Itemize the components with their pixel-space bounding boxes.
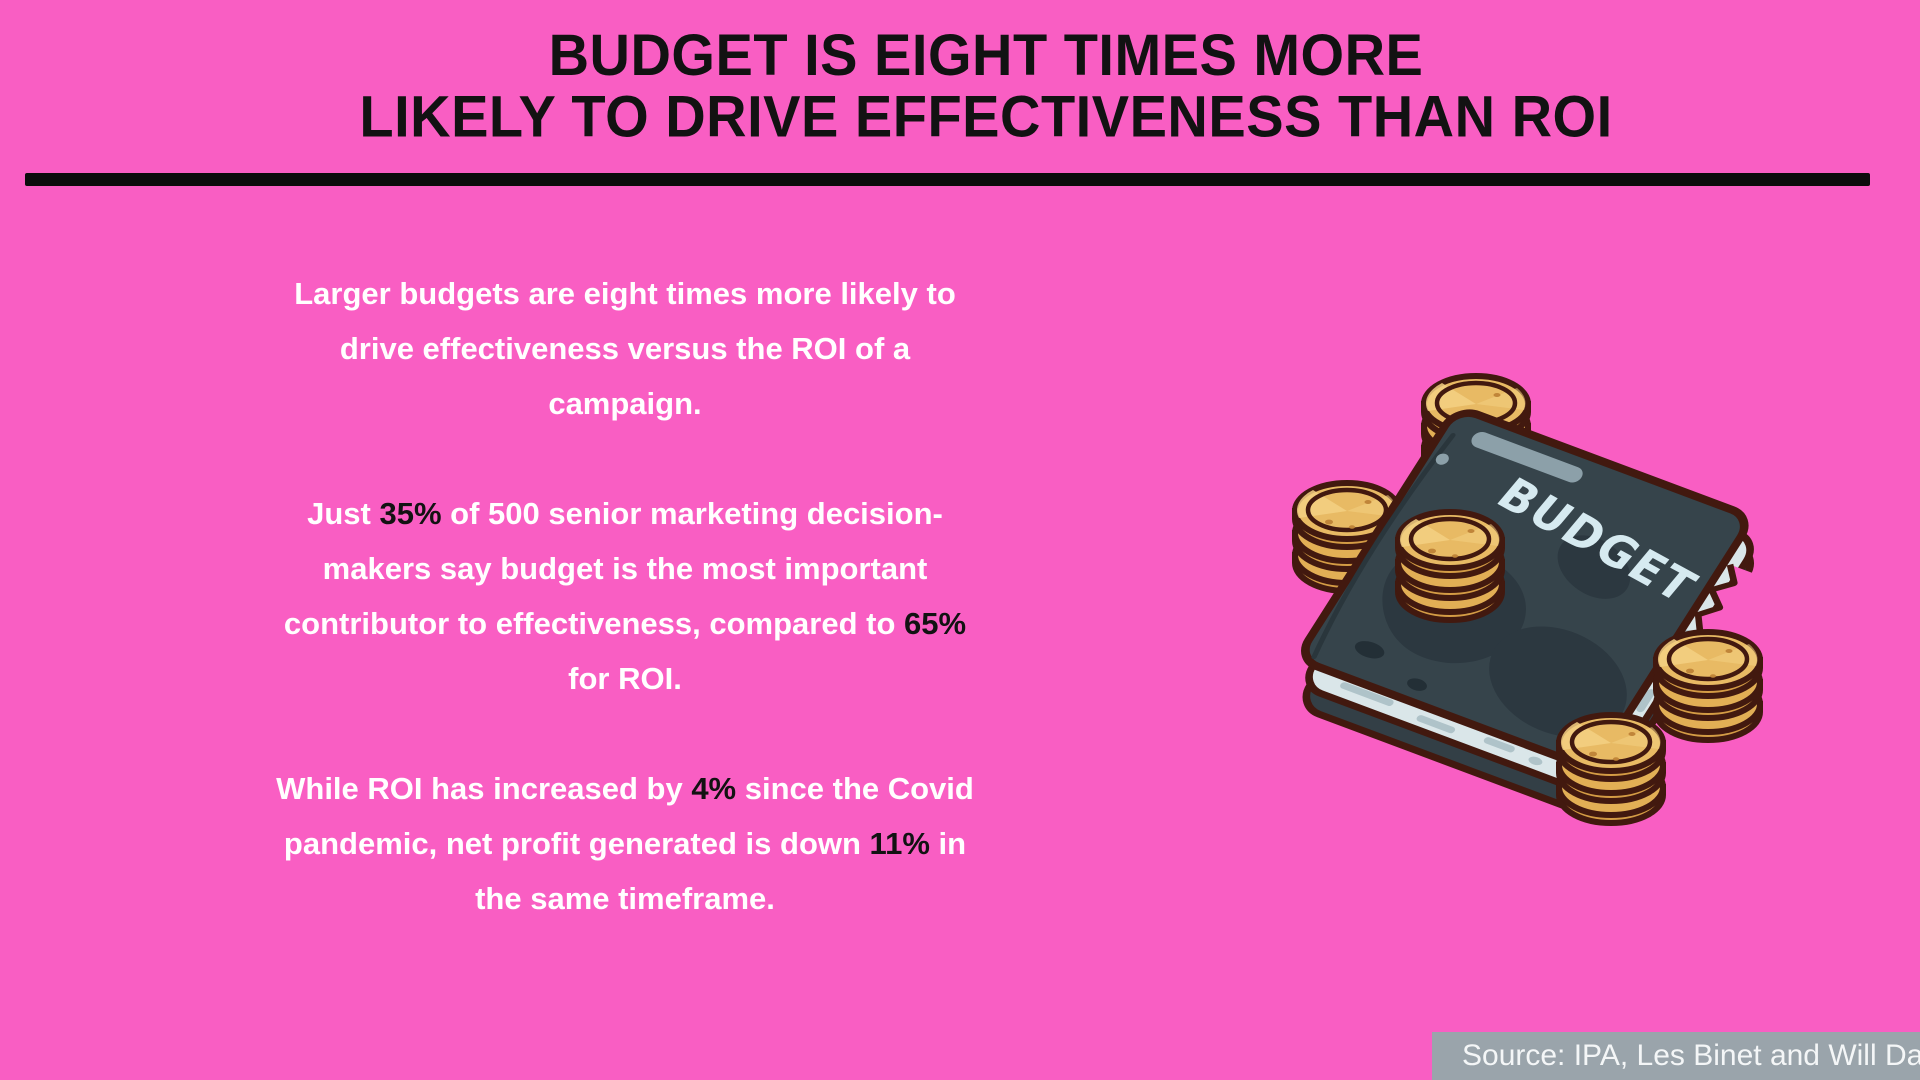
budget-book: BUDGET bbox=[1301, 409, 1761, 813]
body-segment: contributor to effectiveness, compared t… bbox=[283, 606, 905, 641]
paragraph: Just 35% of 500 senior marketing decisio… bbox=[190, 486, 1060, 706]
page-title-line2: LIKELY TO DRIVE EFFECTIVENESS THAN ROI bbox=[359, 83, 1613, 149]
title-divider-rule bbox=[25, 173, 1870, 186]
body-segment: pandemic, net profit generated is down bbox=[283, 826, 870, 861]
body-segment: of 500 senior marketing decision- bbox=[441, 496, 943, 531]
body-segment: Just bbox=[307, 496, 380, 531]
body-text: Larger budgets are eight times more like… bbox=[190, 266, 1060, 981]
source-attribution-bar: Source: IPA, Les Binet and Will Davis bbox=[1432, 1032, 1920, 1080]
coin-stack-center bbox=[1398, 512, 1502, 620]
coin-stack-right bbox=[1656, 632, 1760, 740]
paragraph: Larger budgets are eight times more like… bbox=[190, 266, 1060, 431]
body-segment: While ROI has increased by bbox=[276, 771, 692, 806]
body-segment: in bbox=[929, 826, 967, 861]
body-segment: the same timeframe. bbox=[475, 881, 775, 916]
page-title: BUDGET IS EIGHT TIMES MORE LIKELY TO DRI… bbox=[0, 24, 1920, 147]
stat-highlight: 11% bbox=[869, 826, 930, 861]
body-segment: drive effectiveness versus the ROI of a bbox=[339, 331, 911, 366]
paragraph: While ROI has increased by 4% since the … bbox=[190, 761, 1060, 926]
stat-highlight: 4% bbox=[691, 771, 737, 806]
page-title-line1: BUDGET IS EIGHT TIMES MORE bbox=[548, 21, 1424, 88]
body-segment: campaign. bbox=[548, 386, 702, 421]
body-segment: Larger budgets are eight times more like… bbox=[294, 276, 956, 311]
budget-book-illustration: BUDGET bbox=[1255, 350, 1805, 860]
stat-highlight: 65% bbox=[904, 606, 967, 641]
body-segment: since the Covid bbox=[736, 771, 974, 806]
stat-highlight: 35% bbox=[379, 496, 442, 531]
coin-stack-bottom bbox=[1559, 715, 1663, 823]
body-segment: makers say budget is the most important bbox=[322, 551, 928, 586]
body-segment: for ROI. bbox=[568, 661, 682, 696]
source-label: Source: IPA, Les Binet and Will Davis bbox=[1462, 1039, 1920, 1072]
